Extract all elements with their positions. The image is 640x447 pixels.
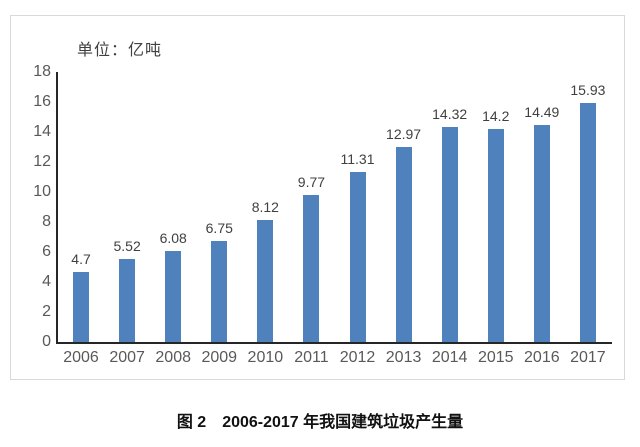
y-tick-label: 18 <box>33 63 51 80</box>
y-tick-label: 6 <box>42 243 51 260</box>
bar-value-label-2017: 15.93 <box>570 82 606 99</box>
bar-value-label-2013: 12.97 <box>386 126 422 143</box>
bar-2016 <box>533 124 550 342</box>
x-axis-label-2017: 2017 <box>570 349 606 366</box>
y-tick-label: 10 <box>33 183 51 200</box>
bar-2015 <box>487 129 504 342</box>
bar-value-label-2008: 6.08 <box>159 229 187 246</box>
y-tick-label: 12 <box>33 153 51 170</box>
bar-slot-2011: 9.77 <box>288 72 334 342</box>
y-tick-label: 8 <box>42 213 51 230</box>
bar-series: 4.7 5.52 6.08 6.75 8.12 9.77 11.31 12.97 14.32 14… <box>58 72 611 342</box>
bar-2010 <box>257 220 274 342</box>
bar-2011 <box>303 195 320 342</box>
x-axis-label-2007: 2007 <box>109 349 145 366</box>
x-axis-label-2011: 2011 <box>294 349 329 366</box>
bar-2008 <box>165 250 182 342</box>
y-tick-label: 14 <box>33 123 51 140</box>
chart-frame: 单位：亿吨 0 2 4 6 8 10 12 14 16 18 4.7 5.52 6.08 6.75 8.1… <box>10 15 625 380</box>
bar-slot-2012: 11.31 <box>334 72 380 342</box>
bar-value-label-2011: 9.77 <box>297 174 326 191</box>
bar-slot-2016: 14.49 <box>519 72 565 342</box>
y-tick-label: 2 <box>42 303 51 320</box>
figure-caption: 图 2 2006-2017 年我国建筑垃圾产生量 <box>176 414 464 431</box>
bar-slot-2015: 14.2 <box>473 72 519 342</box>
bar-slot-2007: 5.52 <box>104 72 150 342</box>
x-axis-label-2012: 2012 <box>339 349 376 366</box>
bar-2017 <box>579 103 596 342</box>
bar-value-label-2015: 14.2 <box>482 108 510 124</box>
bar-2014 <box>441 127 458 342</box>
bar-slot-2006: 4.7 <box>58 72 104 342</box>
x-axis-label-2010: 2010 <box>247 349 284 366</box>
bar-slot-2013: 12.97 <box>381 72 427 342</box>
x-axis-label-2009: 2009 <box>201 349 238 366</box>
bar-value-label-2007: 5.52 <box>113 238 141 255</box>
bar-2009 <box>211 240 228 342</box>
bar-2013 <box>395 147 412 342</box>
x-axis-label-2015: 2015 <box>477 349 514 366</box>
x-axis-label-2006: 2006 <box>63 349 99 366</box>
bar-slot-2010: 8.12 <box>242 72 288 342</box>
x-axis-labels: 2006 2007 2008 2009 2010 2011 2012 2013 2014 2015… <box>58 350 611 366</box>
bar-value-label-2012: 11.31 <box>340 151 375 168</box>
y-tick-label: 16 <box>33 93 51 110</box>
bar-slot-2017: 15.93 <box>565 72 611 342</box>
bar-slot-2008: 6.08 <box>150 72 196 342</box>
unit-label: 单位：亿吨 <box>77 42 163 59</box>
bar-slot-2014: 14.32 <box>427 72 473 342</box>
bar-value-label-2016: 14.49 <box>524 103 560 120</box>
bar-2012 <box>349 172 366 342</box>
bar-slot-2009: 6.75 <box>196 72 242 342</box>
bar-value-label-2010: 8.12 <box>251 199 279 216</box>
bar-value-label-2009: 6.75 <box>205 219 233 236</box>
bar-value-label-2006: 4.7 <box>71 250 91 267</box>
bar-2006 <box>73 271 90 342</box>
bar-value-label-2014: 14.32 <box>432 106 468 123</box>
x-axis-line <box>56 342 612 344</box>
y-axis-line <box>56 72 58 344</box>
bar-2007 <box>119 259 136 342</box>
y-tick-label: 0 <box>42 333 51 350</box>
x-axis-label-2013: 2013 <box>385 349 422 366</box>
x-axis-label-2008: 2008 <box>155 349 191 366</box>
y-tick-label: 4 <box>42 273 51 290</box>
x-axis-label-2014: 2014 <box>431 349 468 366</box>
x-axis-label-2016: 2016 <box>524 349 560 366</box>
